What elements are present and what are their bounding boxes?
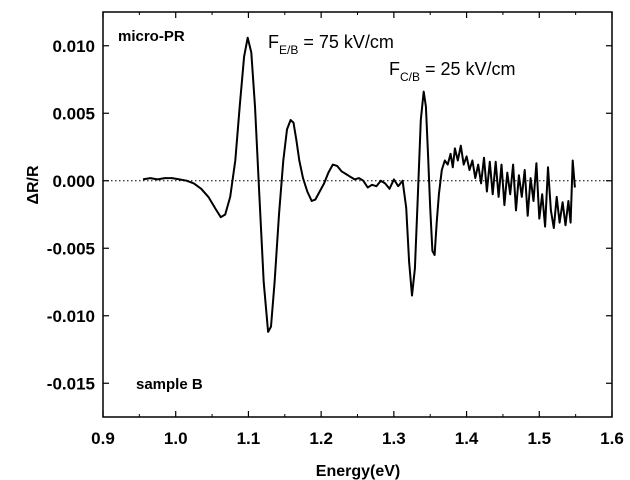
x-tick-label: 1.1 <box>237 429 261 448</box>
x-tick-label: 0.9 <box>91 429 115 448</box>
field-c-b-label: FC/B = 25 kV/cm <box>389 59 516 84</box>
y-axis-ticks: 0.010 0.005 0.000 -0.005 -0.010 -0.015 <box>47 37 612 393</box>
field-c-b-subscript: C/B <box>400 70 420 84</box>
sample-label: sample B <box>136 376 203 393</box>
y-tick-label: 0.010 <box>52 37 95 56</box>
y-tick-label: -0.010 <box>47 307 95 326</box>
x-tick-label: 1.2 <box>309 429 333 448</box>
y-tick-label: -0.015 <box>47 374 95 393</box>
series-line-0 <box>142 36 576 333</box>
y-tick-label: 0.005 <box>52 104 95 123</box>
y-tick-label: -0.005 <box>47 239 95 258</box>
x-axis-label: Energy(eV) <box>316 463 400 480</box>
field-e-b-value: = 75 kV/cm <box>298 32 394 52</box>
field-e-b-subscript: E/B <box>279 43 298 57</box>
x-tick-label: 1.4 <box>455 429 479 448</box>
series-group <box>142 36 576 333</box>
field-c-b-main: F <box>389 59 400 79</box>
x-tick-label: 1.5 <box>527 429 551 448</box>
field-e-b-label: FE/B = 75 kV/cm <box>268 32 394 57</box>
field-c-b-value: = 25 kV/cm <box>420 59 516 79</box>
field-e-b-main: F <box>268 32 279 52</box>
y-axis-label: ΔR/R <box>25 165 42 205</box>
plot-border <box>102 11 613 418</box>
x-tick-label: 1.3 <box>382 429 406 448</box>
method-label: micro-PR <box>118 28 185 45</box>
x-axis-ticks: 0.9 1.0 1.1 1.2 1.3 1.4 1.5 1.6 <box>91 12 624 448</box>
plot-frame <box>102 11 613 418</box>
x-tick-label: 1.6 <box>600 429 624 448</box>
y-tick-label: 0.000 <box>52 172 95 191</box>
x-tick-label: 1.0 <box>164 429 188 448</box>
